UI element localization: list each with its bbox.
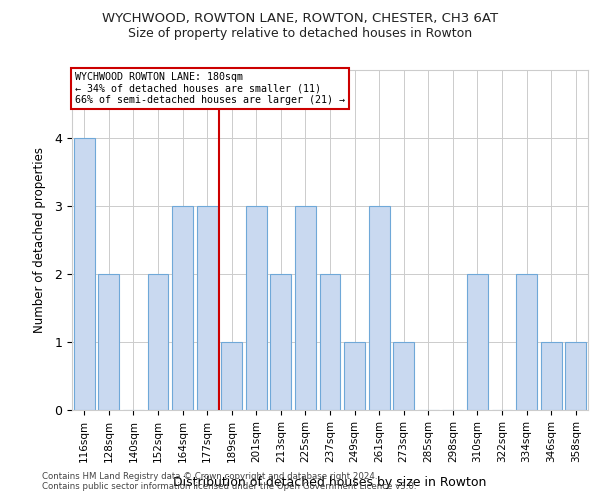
Bar: [516, 274, 537, 410]
X-axis label: Distribution of detached houses by size in Rowton: Distribution of detached houses by size …: [173, 476, 487, 488]
Y-axis label: Number of detached properties: Number of detached properties: [33, 147, 46, 333]
Bar: [344, 342, 365, 410]
Text: Contains public sector information licensed under the Open Government Licence v3: Contains public sector information licen…: [42, 482, 416, 491]
Bar: [172, 206, 193, 410]
Bar: [221, 342, 242, 410]
Bar: [565, 342, 586, 410]
Bar: [541, 342, 562, 410]
Bar: [246, 206, 267, 410]
Bar: [320, 274, 340, 410]
Bar: [148, 274, 169, 410]
Text: WYCHWOOD ROWTON LANE: 180sqm
← 34% of detached houses are smaller (11)
66% of se: WYCHWOOD ROWTON LANE: 180sqm ← 34% of de…: [74, 72, 344, 105]
Bar: [271, 274, 292, 410]
Text: Contains HM Land Registry data © Crown copyright and database right 2024.: Contains HM Land Registry data © Crown c…: [42, 472, 377, 481]
Bar: [98, 274, 119, 410]
Text: WYCHWOOD, ROWTON LANE, ROWTON, CHESTER, CH3 6AT: WYCHWOOD, ROWTON LANE, ROWTON, CHESTER, …: [102, 12, 498, 25]
Bar: [467, 274, 488, 410]
Text: Size of property relative to detached houses in Rowton: Size of property relative to detached ho…: [128, 28, 472, 40]
Bar: [368, 206, 389, 410]
Bar: [74, 138, 95, 410]
Bar: [197, 206, 218, 410]
Bar: [295, 206, 316, 410]
Bar: [393, 342, 414, 410]
